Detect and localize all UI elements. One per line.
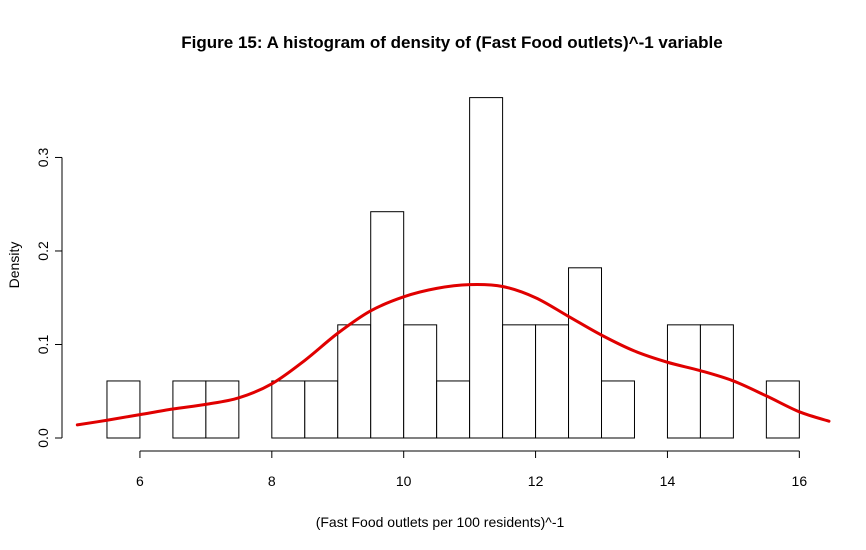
x-tick-label: 14: [660, 473, 676, 489]
histogram-bar: [370, 211, 405, 439]
x-tick-label: 6: [136, 473, 144, 489]
y-tick-label: 0.3: [35, 148, 51, 168]
histogram-bar: [666, 324, 701, 439]
y-axis-label: Density: [6, 242, 22, 289]
histogram-bar: [106, 380, 141, 439]
histogram-bar: [304, 380, 339, 439]
histogram-bar: [699, 324, 734, 439]
histogram-bar: [469, 97, 504, 439]
y-tick-label: 0.0: [35, 428, 51, 448]
x-tick-label: 8: [268, 473, 276, 489]
histogram-bar: [403, 324, 438, 439]
x-tick-label: 12: [528, 473, 544, 489]
y-axis: 0.0 0.1 0.2 0.3: [35, 148, 63, 448]
y-tick-label: 0.2: [35, 241, 51, 261]
histogram-bar: [601, 380, 635, 439]
histogram-bar: [337, 324, 372, 439]
histogram-bar: [502, 324, 537, 439]
chart-title: Figure 15: A histogram of density of (Fa…: [181, 33, 722, 52]
histogram-bars: [106, 97, 800, 439]
density-curve: [75, 282, 831, 427]
histogram-bar: [535, 324, 570, 439]
x-tick-label: 16: [792, 473, 808, 489]
x-tick-label: 10: [396, 473, 412, 489]
histogram-bar: [568, 267, 603, 439]
histogram-bar: [436, 380, 471, 439]
x-axis: 6 8 10 12 14 16: [136, 450, 808, 489]
y-tick-label: 0.1: [35, 335, 51, 355]
histogram-bar: [271, 380, 306, 439]
histogram-bar: [205, 380, 240, 439]
x-axis-label: (Fast Food outlets per 100 residents)^-1: [316, 514, 565, 530]
